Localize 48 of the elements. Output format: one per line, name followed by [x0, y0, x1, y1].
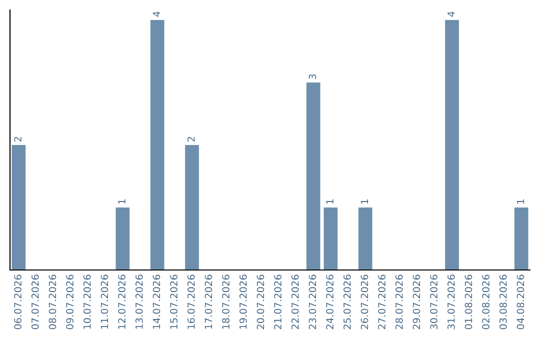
- bar: [306, 82, 320, 270]
- x-tick-label: 11.07.2026: [100, 274, 108, 329]
- x-tick-label: 16.07.2026: [187, 274, 195, 329]
- bar: [358, 208, 372, 270]
- bar: [12, 145, 26, 270]
- x-tick-label: 09.07.2026: [66, 274, 74, 330]
- x-tick-label: 13.07.2026: [135, 274, 143, 329]
- x-tick-label: 06.07.2026: [14, 274, 22, 330]
- data-label: 4: [152, 12, 160, 17]
- data-label: 1: [360, 199, 368, 204]
- x-tick-label: 21.07.2026: [274, 274, 282, 330]
- x-tick-label: 25.07.2026: [343, 274, 351, 330]
- bar: [324, 208, 338, 270]
- x-tick-label: 22.07.2026: [291, 274, 299, 330]
- data-label: 3: [308, 74, 316, 79]
- data-label: 4: [448, 12, 455, 17]
- bar: [185, 145, 199, 270]
- x-tick-label: 20.07.2026: [256, 274, 264, 330]
- x-tick-label: 10.07.2026: [83, 274, 91, 329]
- x-tick-label: 08.07.2026: [48, 274, 56, 330]
- x-tick-label: 26.07.2026: [360, 274, 368, 330]
- data-label: 1: [118, 199, 126, 204]
- x-tick-label: 03.08.2026: [499, 274, 507, 330]
- x-tick-label: 18.07.2026: [222, 274, 230, 329]
- x-tick-label: 24.07.2026: [326, 274, 334, 330]
- x-tick-label: 07.07.2026: [31, 274, 39, 330]
- x-tick-label: 28.07.2026: [395, 274, 403, 330]
- x-tick-label: 27.07.2026: [378, 274, 386, 330]
- bar: [116, 208, 130, 270]
- data-label: 1: [516, 199, 524, 204]
- x-tick-label: 17.07.2026: [204, 274, 212, 329]
- data-label: 1: [326, 199, 334, 204]
- bar: [150, 20, 164, 270]
- x-tick-label: 04.08.2026: [516, 274, 524, 330]
- x-tick-label: 12.07.2026: [118, 274, 126, 329]
- x-tick-label: 29.07.2026: [412, 274, 420, 330]
- bar: [514, 208, 528, 270]
- x-tick-label: 15.07.2026: [170, 274, 178, 329]
- x-tick-label: 30.07.2026: [430, 274, 438, 330]
- x-tick-label: 01.08.2026: [464, 274, 472, 330]
- bar: [445, 20, 459, 270]
- data-label: 2: [187, 137, 195, 142]
- data-label: 2: [14, 137, 22, 142]
- x-tick-label: 02.08.2026: [482, 274, 490, 330]
- x-tick-label: 14.07.2026: [152, 274, 160, 329]
- x-tick-label: 23.07.2026: [308, 274, 316, 330]
- x-tick-label: 31.07.2026: [447, 274, 455, 330]
- x-tick-label: 19.07.2026: [239, 274, 247, 329]
